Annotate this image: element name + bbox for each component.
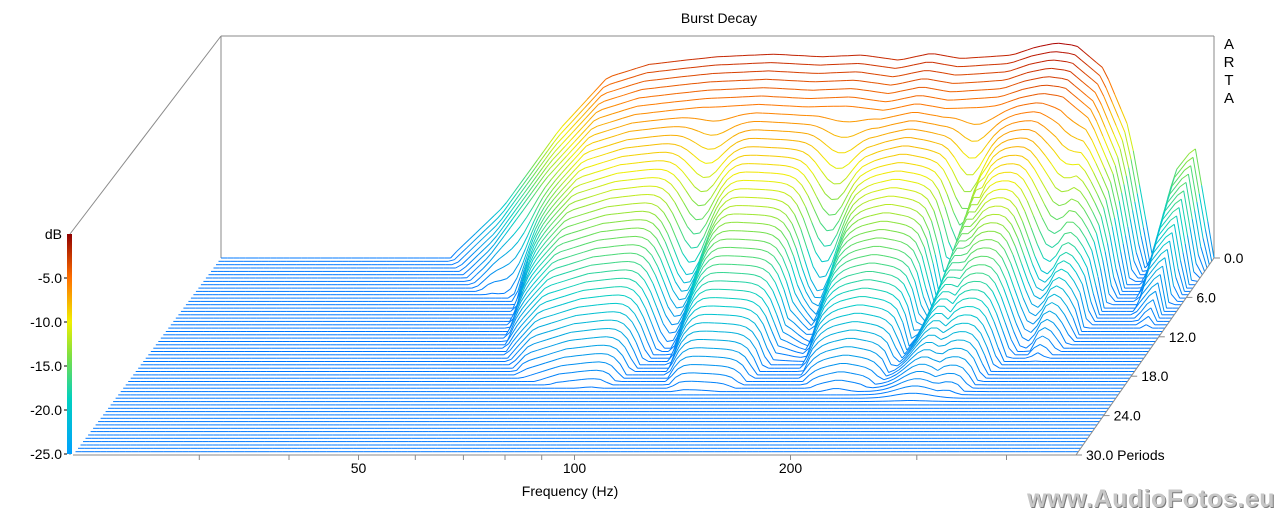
waterfall-slices (73, 42, 1215, 456)
colorbar-tick-label: -15.0 (30, 358, 62, 374)
z-tick-label: 30.0 Periods (1086, 447, 1165, 463)
decay-slice (118, 385, 1119, 396)
brand-letter: A (1223, 90, 1234, 107)
frame-diagonal (69, 35, 222, 235)
watermark: www.AudioFotos.eu (1027, 485, 1275, 513)
decay-slice (133, 339, 1133, 376)
x-axis-label: Frequency (Hz) (522, 483, 618, 499)
z-tick-label: 6.0 (1196, 289, 1216, 305)
x-tick-label: 200 (779, 460, 803, 476)
decay-slice (120, 378, 1121, 393)
brand-letter: T (1224, 72, 1234, 89)
colorbar-scale (67, 234, 72, 454)
z-tick-label: 18.0 (1141, 368, 1168, 384)
decay-slice (115, 392, 1116, 399)
brand-letter: A (1223, 36, 1234, 53)
chart-title: Burst Decay (681, 10, 757, 26)
colorbar-tick-label: -10.0 (30, 314, 62, 330)
colorbar: dB -5.0 -10.0 -15.0 -20.0 -25.0 (30, 226, 72, 462)
x-tick-label: 50 (351, 460, 367, 476)
z-tick-label: 12.0 (1169, 329, 1196, 345)
colorbar-tick-label: -25.0 (30, 446, 62, 462)
brand-letter: R (1223, 54, 1235, 71)
arta-brand: A R T A (1222, 36, 1236, 108)
colorbar-tick-label: -20.0 (30, 402, 62, 418)
decay-slice (113, 400, 1114, 403)
x-tick-label: 100 (563, 460, 587, 476)
colorbar-ticks: -5.0 -10.0 -15.0 -20.0 -25.0 (30, 270, 67, 462)
x-axis: 50 100 200 (73, 454, 1076, 476)
colorbar-label: dB (45, 226, 62, 242)
z-tick-label: 0.0 (1224, 250, 1244, 266)
decay-slice (130, 347, 1130, 379)
colorbar-tick-label: -5.0 (38, 270, 62, 286)
z-tick-label: 24.0 (1114, 408, 1141, 424)
z-axis: 0.0 6.0 12.0 18.0 24.0 30.0 Periods (1075, 250, 1244, 463)
decay-slice (135, 331, 1135, 372)
